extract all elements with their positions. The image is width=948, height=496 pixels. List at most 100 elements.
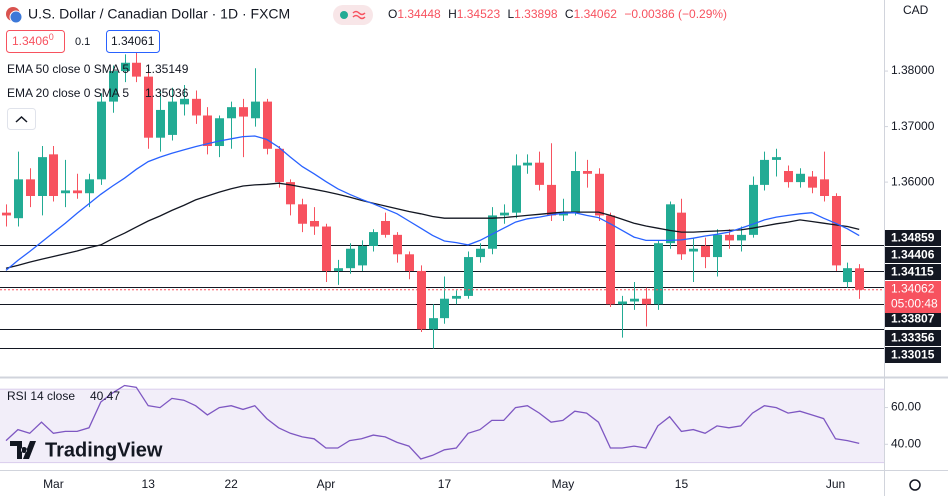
candle-body — [61, 190, 70, 194]
candle-body — [855, 268, 864, 290]
candle-body — [440, 298, 449, 319]
candle-body — [38, 157, 47, 196]
ohlc-label: H — [448, 7, 457, 21]
candle-body — [121, 62, 130, 72]
line-series — [5, 182, 860, 269]
candle-body — [369, 232, 378, 246]
candle-body — [464, 257, 473, 296]
settings-button[interactable] — [909, 479, 921, 491]
candle-body — [429, 318, 438, 330]
price-label: 1.34062 — [891, 282, 935, 296]
y-tick-label: 60.00 — [891, 400, 921, 414]
x-tick-label: 13 — [142, 477, 156, 491]
collapse-button[interactable] — [7, 108, 36, 130]
symbol-title: U.S. Dollar / Canadian Dollar · 1D · FXC… — [28, 6, 290, 22]
price-label-bg — [885, 281, 941, 313]
sell-button[interactable]: 1.34060 — [6, 30, 65, 53]
candle-body — [192, 98, 201, 116]
candle-body — [820, 179, 829, 196]
candle-body — [512, 165, 521, 213]
y-tick-label: 40.00 — [891, 436, 921, 450]
ohlc-value: 1.34062 — [574, 7, 618, 21]
level-label: 1.33356 — [891, 331, 935, 345]
candle-body — [630, 298, 639, 302]
candle-body — [618, 301, 627, 305]
candle-body — [215, 118, 224, 147]
sell-price-main: 1.3406 — [12, 34, 49, 48]
candle-body — [405, 254, 414, 271]
buy-box[interactable] — [106, 30, 160, 53]
candle-body — [251, 101, 260, 119]
candle-body — [796, 173, 805, 183]
market-toggle[interactable] — [333, 5, 373, 25]
level-label: 1.34859 — [891, 231, 935, 245]
x-tick-label: 22 — [224, 477, 238, 491]
candle-body — [784, 171, 793, 183]
spread: 0.1 — [75, 36, 90, 48]
candle-body — [417, 270, 426, 330]
candle-body — [547, 184, 556, 216]
level-label: 1.34406 — [891, 248, 935, 262]
candle-body — [772, 157, 781, 160]
toggle-bg[interactable] — [333, 5, 373, 25]
line-series — [5, 135, 860, 271]
currency: CAD — [903, 3, 929, 17]
candle-body — [583, 171, 592, 174]
rsi-pane — [0, 384, 884, 464]
candle-body — [808, 176, 817, 188]
level-label-bg — [885, 264, 941, 280]
candle-body — [642, 298, 651, 305]
candle-body — [168, 101, 177, 135]
candle-body — [2, 212, 11, 216]
rsi-value: 40.47 — [90, 389, 120, 403]
x-tick-label: Mar — [43, 477, 64, 491]
settings-icon[interactable] — [909, 479, 921, 491]
candle-body — [203, 115, 212, 147]
ohlc-value: 1.33898 — [514, 7, 558, 21]
x-tick-label: 15 — [675, 477, 689, 491]
ohlc-legend: O1.34448 H1.34523 L1.33898 C1.34062 −0.0… — [388, 7, 727, 21]
y-tick-label: 1.36000 — [891, 174, 935, 188]
candle-body — [26, 179, 35, 196]
flag-icon — [9, 10, 23, 24]
candle-body — [500, 212, 509, 216]
y-tick-label: 1.37000 — [891, 119, 935, 133]
x-tick-label: Jun — [826, 477, 845, 491]
ohlc-label: O — [388, 7, 397, 21]
candle-body — [49, 154, 58, 196]
candle-body — [85, 179, 94, 194]
indicator-value: 1.35036 — [145, 86, 189, 100]
ohlc-label: C — [565, 7, 574, 21]
candle-body — [263, 101, 272, 149]
candle-body — [310, 220, 319, 227]
line-series — [5, 384, 860, 460]
candle-body — [381, 220, 390, 235]
candle-body — [322, 226, 331, 271]
level-label-bg — [885, 347, 941, 363]
candle-body — [701, 245, 710, 258]
x-tick-label: 17 — [438, 477, 452, 491]
ohlc-change: −0.00386 (−0.29%) — [624, 7, 727, 21]
axes: 1.36000 1.37000 1.38000 1.34859 1.34406 1.341… — [43, 63, 941, 491]
y-tick-label: 1.38000 — [891, 63, 935, 77]
candle-body — [14, 179, 23, 219]
buy-button[interactable]: 1.34061 — [106, 30, 160, 53]
indicator-legend: EMA 20 close 0 SMA 5 — [7, 86, 129, 100]
candle-body — [346, 248, 355, 269]
candle-body — [144, 76, 153, 138]
candle-body — [677, 212, 686, 255]
x-tick-label: May — [552, 477, 575, 491]
candle-body — [606, 215, 615, 305]
candle-body — [559, 212, 568, 216]
candle-body — [535, 162, 544, 185]
toggle-dot — [340, 11, 348, 19]
candle-body — [358, 245, 367, 266]
collapse-box[interactable] — [7, 108, 36, 130]
candle-body — [666, 204, 675, 244]
level-label-bg — [885, 247, 941, 263]
candle-body — [476, 248, 485, 258]
sell-box[interactable] — [6, 30, 65, 53]
candle-body — [488, 215, 497, 249]
candle-body — [832, 195, 841, 266]
